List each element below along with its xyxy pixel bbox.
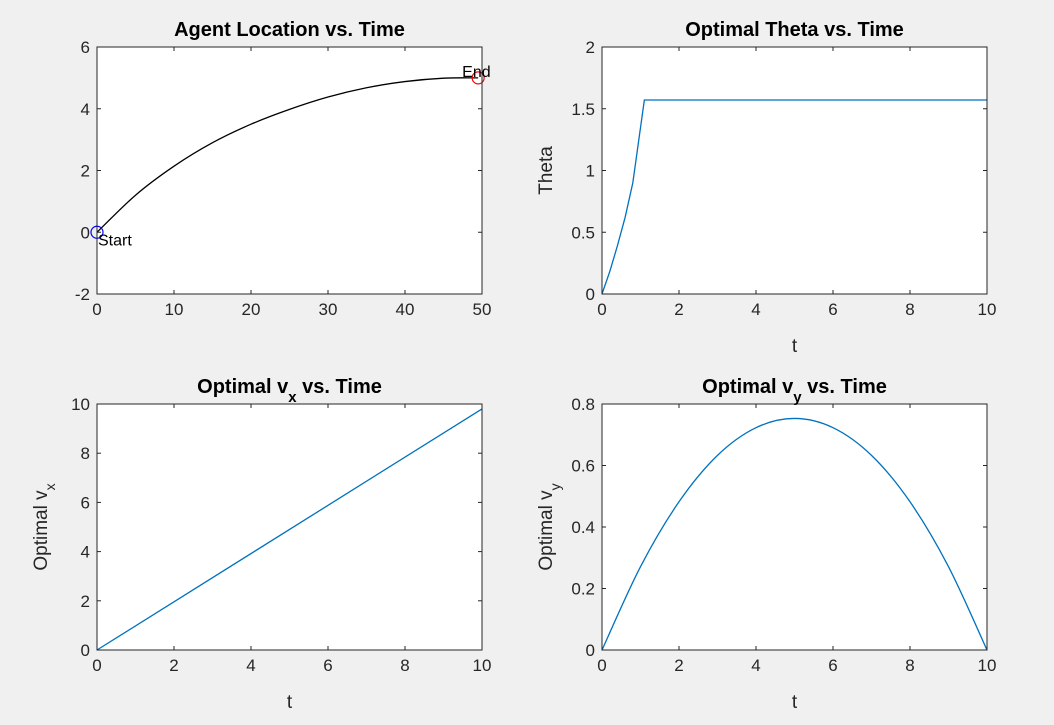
x-tick-label: 10 <box>165 300 184 319</box>
x-tick-label: 0 <box>92 300 101 319</box>
y-tick-label: 0 <box>81 641 90 660</box>
series-line-theta <box>601 99 987 295</box>
series-line-vx <box>96 408 483 651</box>
y-tick-label: 0 <box>586 641 595 660</box>
x-tick-label: 4 <box>751 656 760 675</box>
y-tick-label: 0 <box>586 285 595 304</box>
y-tick-label: 2 <box>81 162 90 181</box>
x-axis-label: t <box>792 336 798 357</box>
y-tick-label: 6 <box>81 38 90 57</box>
x-tick-label: 2 <box>169 656 178 675</box>
y-tick-label: 0.2 <box>571 580 595 599</box>
x-tick-label: 0 <box>92 656 101 675</box>
y-tick-label: -2 <box>75 285 90 304</box>
chart-title: Agent Location vs. Time <box>174 19 405 41</box>
x-tick-label: 10 <box>473 656 492 675</box>
x-tick-label: 8 <box>905 300 914 319</box>
y-tick-label: 0 <box>81 223 90 242</box>
y-tick-label: 0.5 <box>571 223 595 242</box>
y-tick-label: 0.4 <box>571 518 595 537</box>
y-tick-label: 0.8 <box>571 395 595 414</box>
y-tick-label: 1 <box>586 162 595 181</box>
plot-area <box>97 404 482 650</box>
y-tick-label: 6 <box>81 493 90 512</box>
x-tick-label: 4 <box>246 656 255 675</box>
x-tick-label: 6 <box>828 656 837 675</box>
x-tick-label: 6 <box>323 656 332 675</box>
y-axis-label: Theta <box>536 146 557 195</box>
axes-border <box>601 46 988 295</box>
x-tick-label: 0 <box>597 656 606 675</box>
y-tick-label: 2 <box>586 38 595 57</box>
y-tick-label: 4 <box>81 543 90 562</box>
y-axis-label: Optimal vy <box>536 483 563 570</box>
y-axis-label: Optimal vx <box>31 483 58 570</box>
y-tick-label: 8 <box>81 444 90 463</box>
y-tick-label: 1.5 <box>571 100 595 119</box>
axes-border <box>96 46 483 295</box>
x-tick-label: 8 <box>400 656 409 675</box>
series-line-vy <box>601 417 988 651</box>
x-tick-label: 2 <box>674 656 683 675</box>
axes-theta: 0 2 4 6 8 10 0 0.5 1 1.5 2 Optimal Theta vs. Time t T… <box>536 19 996 357</box>
x-tick-label: 50 <box>473 300 492 319</box>
chart-title: Optimal vy vs. Time <box>702 376 887 406</box>
chart-title: Optimal vx vs. Time <box>197 376 382 406</box>
x-tick-label: 0 <box>597 300 606 319</box>
x-tick-label: 2 <box>674 300 683 319</box>
x-tick-label: 30 <box>319 300 338 319</box>
x-tick-label: 40 <box>396 300 415 319</box>
x-axis-label: t <box>287 692 293 713</box>
axes-border <box>601 403 988 651</box>
x-tick-label: 6 <box>828 300 837 319</box>
x-tick-label: 10 <box>978 300 997 319</box>
start-annotation: Start <box>98 232 132 249</box>
x-tick-label: 20 <box>242 300 261 319</box>
axes-vx: 0 2 4 6 8 10 0 2 4 6 8 10 Optimal vx vs. Time t Optima… <box>31 376 491 713</box>
axes-vy: 0 2 4 6 8 10 0 0.2 0.4 0.6 0.8 Optimal vy vs. Time t… <box>536 376 996 713</box>
plot-area <box>602 404 987 650</box>
axes-border <box>96 403 483 651</box>
y-tick-label: 0.6 <box>571 457 595 476</box>
x-axis-label: t <box>792 692 798 713</box>
x-tick-label: 4 <box>751 300 760 319</box>
x-tick-label: 10 <box>978 656 997 675</box>
plot-area <box>602 47 987 294</box>
x-tick-label: 8 <box>905 656 914 675</box>
chart-title: Optimal Theta vs. Time <box>685 19 904 41</box>
y-tick-label: 2 <box>81 592 90 611</box>
end-marker <box>471 71 485 85</box>
plot-area <box>97 47 482 294</box>
series-line-agent-location <box>96 77 479 233</box>
y-tick-label: 10 <box>71 395 90 414</box>
end-annotation: End <box>462 64 490 81</box>
y-tick-label: 4 <box>81 100 90 119</box>
